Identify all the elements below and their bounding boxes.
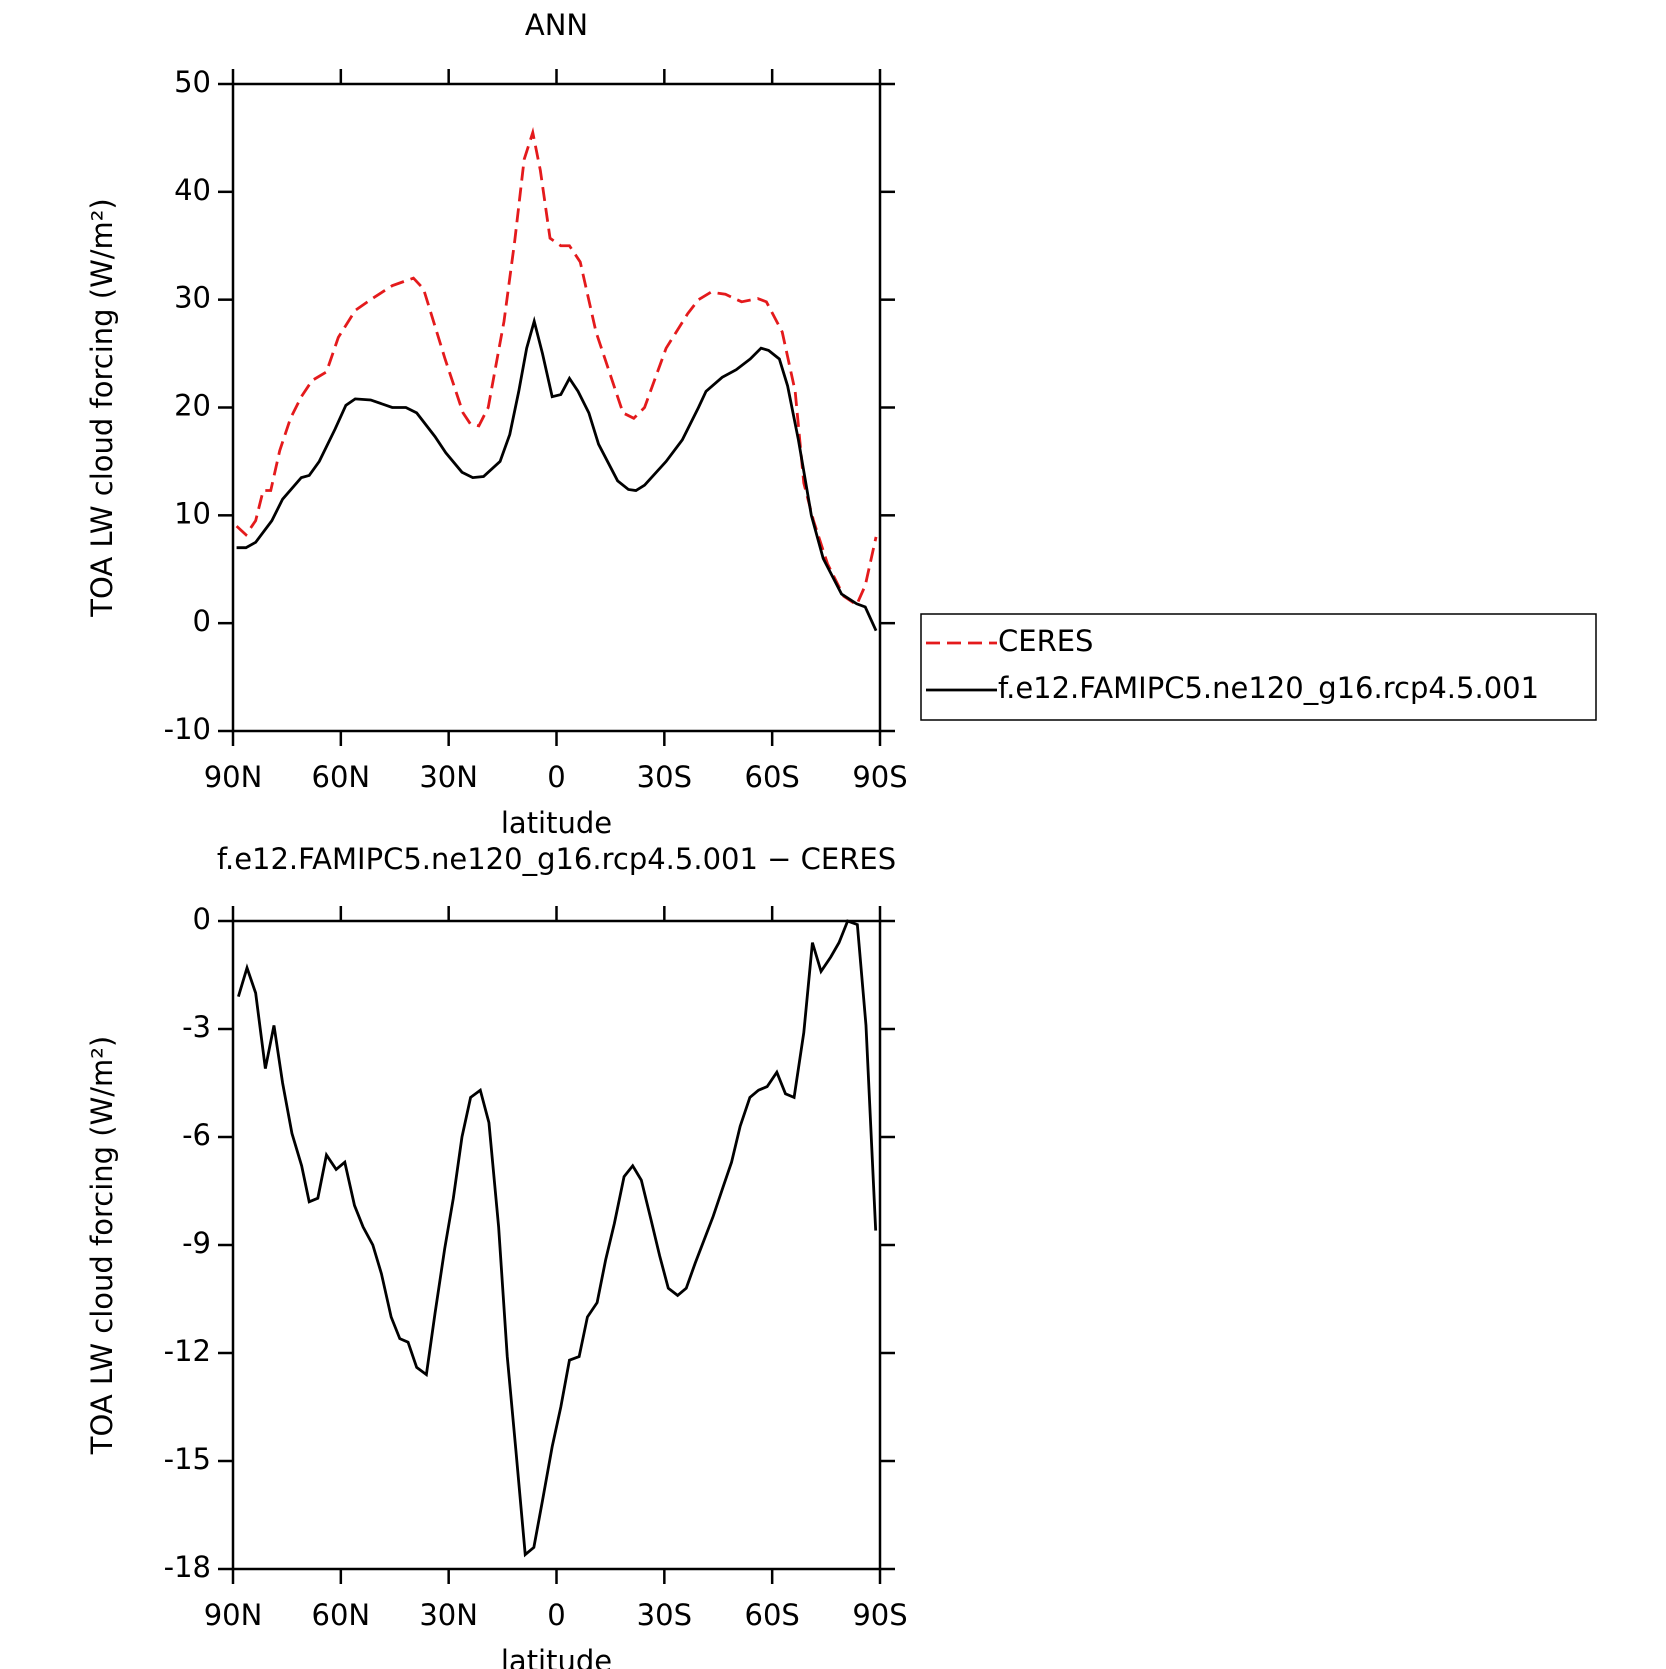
y-tick-label: -3 — [182, 1010, 211, 1044]
x-tick-label: 0 — [547, 1598, 565, 1632]
x-tick-label: 90S — [852, 760, 907, 794]
y-tick-label: 30 — [174, 281, 211, 315]
plot-frame — [231, 919, 882, 1571]
legend-label: f.e12.FAMIPC5.ne120_g16.rcp4.5.001 — [998, 671, 1539, 705]
x-axis-label: latitude — [501, 806, 612, 840]
x-tick-label: 30S — [637, 1598, 692, 1632]
y-tick-label: 10 — [174, 496, 211, 530]
chart-title: ANN — [525, 8, 588, 42]
y-tick-label: -15 — [164, 1442, 211, 1476]
data-line — [237, 919, 878, 1558]
y-tick-label: -18 — [164, 1550, 211, 1584]
x-tick-label: 30S — [637, 760, 692, 794]
chart-title: f.e12.FAMIPC5.ne120_g16.rcp4.5.001 − CER… — [217, 842, 896, 876]
x-tick-label: 90N — [204, 760, 263, 794]
x-tick-label: 30N — [419, 1598, 478, 1632]
legend-box — [920, 613, 1597, 721]
x-axis-label: latitude — [501, 1644, 612, 1669]
x-tick-label: 60N — [312, 1598, 371, 1632]
x-tick-label: 30N — [419, 760, 478, 794]
y-tick-label: -6 — [182, 1118, 211, 1152]
x-tick-label: 60N — [312, 760, 371, 794]
data-line — [235, 126, 878, 607]
x-tick-label: 90N — [204, 1598, 263, 1632]
y-tick-label: -12 — [164, 1334, 211, 1368]
y-tick-label: 20 — [174, 389, 211, 423]
legend-label: CERES — [998, 624, 1093, 658]
y-tick-label: -10 — [164, 712, 211, 746]
y-tick-label: -9 — [182, 1226, 211, 1260]
x-tick-label: 90S — [852, 1598, 907, 1632]
x-tick-label: 60S — [745, 760, 800, 794]
y-tick-label: 0 — [193, 902, 211, 936]
y-axis-label: TOA LW cloud forcing (W/m²) — [85, 1036, 119, 1455]
y-tick-label: 40 — [174, 173, 211, 207]
plot-frame — [231, 82, 882, 733]
x-tick-label: 60S — [745, 1598, 800, 1632]
y-tick-label: 0 — [193, 604, 211, 638]
data-line — [236, 315, 878, 632]
x-tick-label: 0 — [547, 760, 565, 794]
y-axis-label: TOA LW cloud forcing (W/m²) — [85, 198, 119, 617]
y-tick-label: 50 — [174, 65, 211, 99]
